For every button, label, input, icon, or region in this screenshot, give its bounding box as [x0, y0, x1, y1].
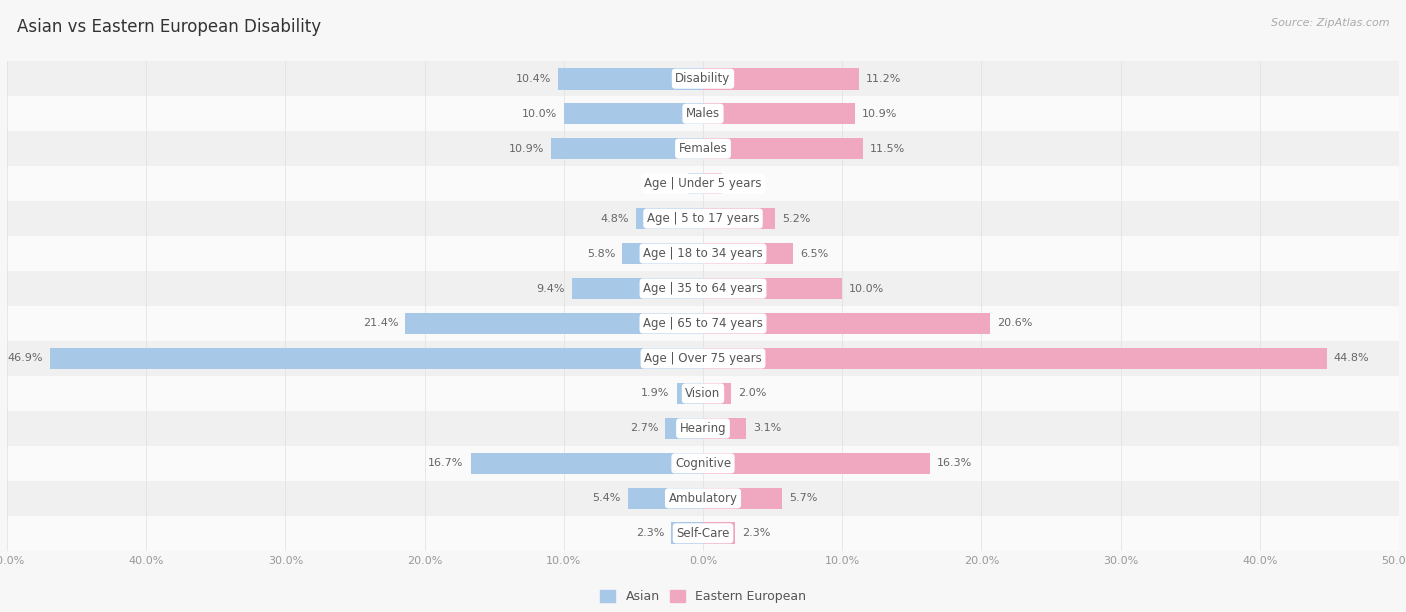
Bar [628, 488, 703, 509]
Text: Age | 65 to 74 years: Age | 65 to 74 years [643, 317, 763, 330]
Text: Self-Care: Self-Care [676, 527, 730, 540]
Bar [703, 313, 990, 334]
Text: 1.4%: 1.4% [730, 179, 758, 188]
Text: 1.1%: 1.1% [652, 179, 681, 188]
Text: 10.4%: 10.4% [516, 73, 551, 84]
Text: 9.4%: 9.4% [537, 283, 565, 294]
Text: 1.9%: 1.9% [641, 389, 669, 398]
Text: 2.3%: 2.3% [742, 528, 770, 539]
Text: 5.7%: 5.7% [789, 493, 818, 503]
Text: 16.3%: 16.3% [936, 458, 972, 468]
Bar [703, 523, 735, 544]
Bar [703, 488, 782, 509]
Bar [703, 452, 929, 474]
Text: 5.4%: 5.4% [592, 493, 621, 503]
Bar [7, 481, 1399, 516]
Bar [7, 131, 1399, 166]
Bar [551, 138, 703, 160]
Bar [7, 61, 1399, 96]
Bar [7, 166, 1399, 201]
Text: Ambulatory: Ambulatory [668, 492, 738, 505]
Text: 11.2%: 11.2% [866, 73, 901, 84]
Bar [564, 103, 703, 124]
Bar [471, 452, 703, 474]
Bar [703, 173, 723, 195]
Bar [703, 243, 793, 264]
Bar [7, 446, 1399, 481]
Text: 21.4%: 21.4% [363, 318, 398, 329]
Bar [703, 207, 775, 230]
Text: 10.0%: 10.0% [522, 109, 557, 119]
Bar [703, 417, 747, 439]
Text: Hearing: Hearing [679, 422, 727, 435]
Text: Age | 18 to 34 years: Age | 18 to 34 years [643, 247, 763, 260]
Text: 6.5%: 6.5% [800, 248, 828, 258]
Bar [7, 201, 1399, 236]
Text: Age | Under 5 years: Age | Under 5 years [644, 177, 762, 190]
Text: Cognitive: Cognitive [675, 457, 731, 470]
Bar [665, 417, 703, 439]
Bar [405, 313, 703, 334]
Text: Source: ZipAtlas.com: Source: ZipAtlas.com [1271, 18, 1389, 28]
Bar [703, 68, 859, 89]
Text: 5.2%: 5.2% [782, 214, 811, 223]
Text: 10.9%: 10.9% [862, 109, 897, 119]
Text: Age | 5 to 17 years: Age | 5 to 17 years [647, 212, 759, 225]
Text: Males: Males [686, 107, 720, 120]
Bar [7, 306, 1399, 341]
Text: 16.7%: 16.7% [429, 458, 464, 468]
Bar [51, 348, 703, 369]
Text: 10.9%: 10.9% [509, 144, 544, 154]
Bar [703, 278, 842, 299]
Text: 3.1%: 3.1% [754, 424, 782, 433]
Bar [636, 207, 703, 230]
Text: Age | 35 to 64 years: Age | 35 to 64 years [643, 282, 763, 295]
Bar [7, 376, 1399, 411]
Bar [7, 411, 1399, 446]
Text: Disability: Disability [675, 72, 731, 85]
Text: 2.0%: 2.0% [738, 389, 766, 398]
Bar [7, 236, 1399, 271]
Bar [7, 96, 1399, 131]
Bar [703, 138, 863, 160]
Bar [7, 341, 1399, 376]
Legend: Asian, Eastern European: Asian, Eastern European [595, 585, 811, 608]
Bar [671, 523, 703, 544]
Text: 11.5%: 11.5% [870, 144, 905, 154]
Text: Asian vs Eastern European Disability: Asian vs Eastern European Disability [17, 18, 321, 36]
Bar [7, 516, 1399, 551]
Bar [572, 278, 703, 299]
Bar [623, 243, 703, 264]
Bar [703, 382, 731, 405]
Bar [703, 348, 1327, 369]
Bar [688, 173, 703, 195]
Text: Vision: Vision [685, 387, 721, 400]
Text: 20.6%: 20.6% [997, 318, 1032, 329]
Bar [558, 68, 703, 89]
Text: 10.0%: 10.0% [849, 283, 884, 294]
Bar [703, 103, 855, 124]
Text: 2.3%: 2.3% [636, 528, 664, 539]
Text: 2.7%: 2.7% [630, 424, 658, 433]
Bar [676, 382, 703, 405]
Text: Females: Females [679, 142, 727, 155]
Text: 46.9%: 46.9% [7, 354, 44, 364]
Text: 4.8%: 4.8% [600, 214, 630, 223]
Text: 5.8%: 5.8% [586, 248, 616, 258]
Bar [7, 271, 1399, 306]
Text: Age | Over 75 years: Age | Over 75 years [644, 352, 762, 365]
Text: 44.8%: 44.8% [1333, 354, 1369, 364]
